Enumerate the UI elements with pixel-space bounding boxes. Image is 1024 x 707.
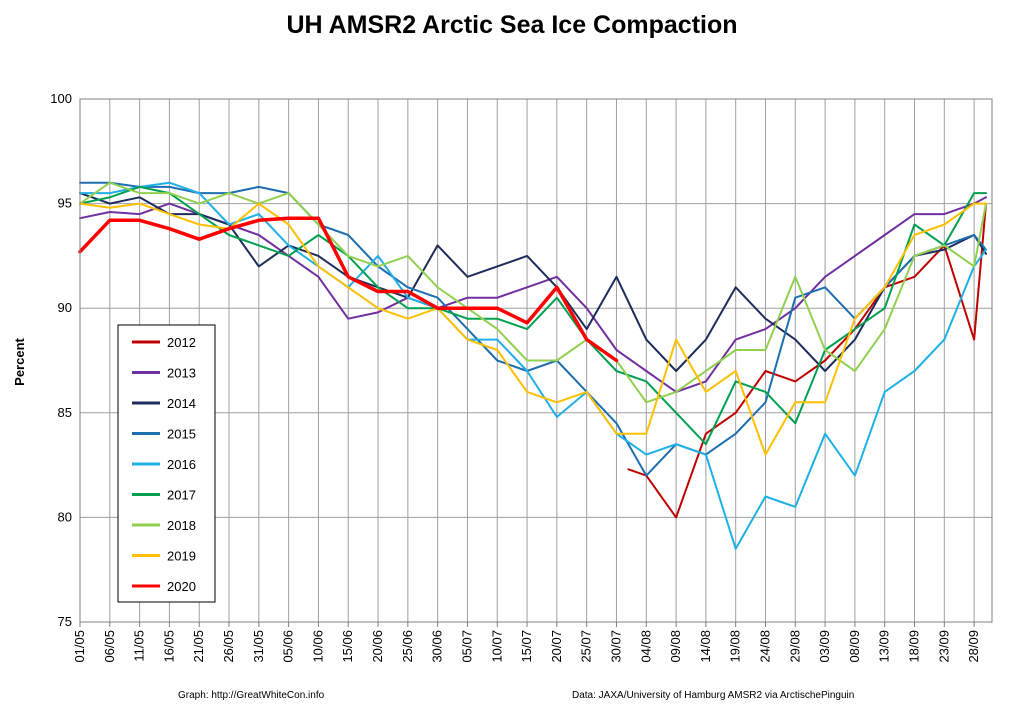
legend: 2012 2013 2014 2015 2016 2017 2018 2019 2020 (117, 324, 216, 603)
x-tick-label: 25/06 (400, 630, 415, 663)
credit-right: Data: JAXA/University of Hamburg AMSR2 v… (572, 690, 854, 701)
x-tick-label: 03/09 (817, 630, 832, 663)
x-tick-label: 10/06 (310, 630, 325, 663)
legend-label-2018: 2018 (167, 518, 196, 533)
series-line-2015 (79, 181, 987, 477)
credit-left: Graph: http://GreatWhiteCon.info (178, 690, 325, 701)
y-tick-label: 90 (58, 300, 72, 315)
y-axis-label: Percent (12, 337, 27, 385)
legend-label-2013: 2013 (167, 366, 196, 381)
x-tick-label: 30/06 (430, 630, 445, 663)
y-tick-label: 85 (58, 405, 72, 420)
x-tick-label: 01/05 (72, 630, 87, 663)
x-tick-label: 15/07 (519, 630, 534, 663)
x-tick-label: 31/05 (251, 630, 266, 663)
y-tick-label: 75 (58, 614, 72, 629)
series-line-2018 (79, 181, 987, 404)
legend-label-2014: 2014 (167, 396, 196, 411)
x-tick-label: 20/06 (370, 630, 385, 663)
series-line-2016 (79, 181, 987, 550)
x-tick-label: 24/08 (757, 630, 772, 663)
legend-label-2020: 2020 (167, 579, 196, 594)
x-tick-label: 09/08 (668, 630, 683, 663)
x-tick-label: 18/09 (907, 630, 922, 663)
legend-label-2016: 2016 (167, 457, 196, 472)
x-tick-label: 13/09 (877, 630, 892, 663)
y-tick-label: 95 (58, 196, 72, 211)
x-tick-label: 20/07 (549, 630, 564, 663)
x-tick-label: 23/09 (936, 630, 951, 663)
x-tick-label: 25/07 (579, 630, 594, 663)
x-tick-label: 29/08 (787, 630, 802, 663)
x-tick-label: 05/07 (459, 630, 474, 663)
x-tick-label: 10/07 (489, 630, 504, 663)
x-tick-label: 16/05 (161, 630, 176, 663)
x-tick-label: 06/05 (102, 630, 117, 663)
x-tick-label: 21/05 (191, 630, 206, 663)
series-line-2014 (79, 192, 987, 372)
x-tick-label: 14/08 (698, 630, 713, 663)
y-axis-ticks: 75 80 85 90 95 100 (50, 91, 72, 629)
x-tick-label: 08/09 (847, 630, 862, 663)
series-line-2019 (79, 202, 987, 456)
legend-label-2019: 2019 (167, 549, 196, 564)
legend-label-2017: 2017 (167, 488, 196, 503)
series-line-2020 (78, 216, 619, 363)
y-tick-label: 100 (50, 91, 72, 106)
series-layer (78, 181, 987, 550)
x-tick-label: 19/08 (728, 630, 743, 663)
x-tick-label: 30/07 (608, 630, 623, 663)
x-tick-label: 11/05 (132, 630, 147, 662)
x-tick-label: 26/05 (221, 630, 236, 663)
x-tick-label: 28/09 (966, 630, 981, 663)
x-tick-label: 04/08 (638, 630, 653, 663)
chart-title: UH AMSR2 Arctic Sea Ice Compaction (286, 11, 737, 39)
legend-label-2015: 2015 (167, 427, 196, 442)
x-tick-label: 05/06 (281, 630, 296, 663)
x-tick-label: 15/06 (340, 630, 355, 663)
plot-border (79, 98, 993, 623)
y-tick-label: 80 (58, 509, 72, 524)
legend-label-2012: 2012 (167, 335, 196, 350)
x-axis-ticks: 01/05 06/05 11/05 16/05 21/05 26/05 31/05 05/06… (72, 622, 981, 663)
